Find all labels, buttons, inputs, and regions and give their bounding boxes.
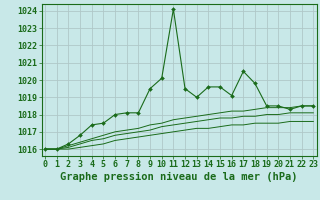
X-axis label: Graphe pression niveau de la mer (hPa): Graphe pression niveau de la mer (hPa): [60, 172, 298, 182]
